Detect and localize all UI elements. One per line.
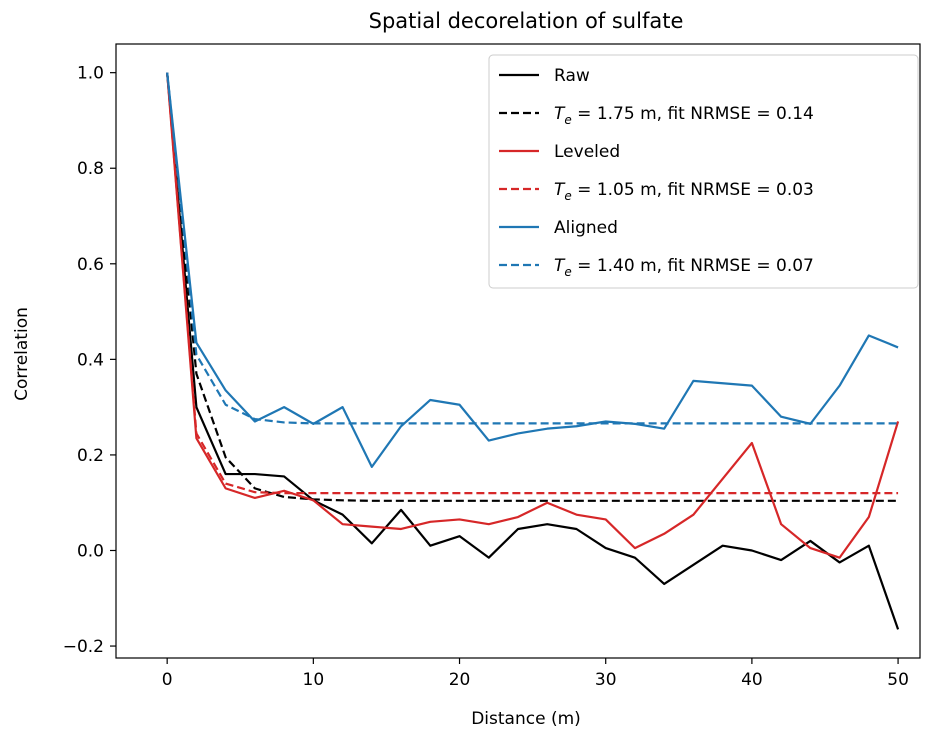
legend-label: Te = 1.40 m, fit NRMSE = 0.07 xyxy=(554,256,814,279)
y-axis-label: Correlation xyxy=(12,307,32,401)
y-axis-ticks: −0.2 0.0 0.2 0.4 0.6 0.8 1.0 xyxy=(63,64,116,657)
series-line-3 xyxy=(166,72,899,495)
legend: Raw Te = 1.75 m, fit NRMSE = 0.14 Leveled T… xyxy=(488,54,919,289)
x-tick-label: 20 xyxy=(449,670,471,690)
y-tick-label: 0.8 xyxy=(77,159,104,179)
y-tick-label: 0.6 xyxy=(77,255,104,275)
x-tick-label: 30 xyxy=(595,670,617,690)
legend-label: Aligned xyxy=(554,218,618,238)
legend-label: Raw xyxy=(554,66,590,86)
y-tick-label: 1.0 xyxy=(77,64,104,84)
legend-label: Leveled xyxy=(554,142,620,162)
chart-title: Spatial decorelation of sulfate xyxy=(369,9,684,33)
legend-box xyxy=(488,54,919,289)
axes-frame xyxy=(115,43,921,659)
x-tick-label: 50 xyxy=(887,670,909,690)
series-line-1 xyxy=(166,72,899,502)
plot-frame xyxy=(115,43,921,659)
series-line-4 xyxy=(166,72,899,468)
series-line-5 xyxy=(166,72,899,425)
legend-label: Te = 1.75 m, fit NRMSE = 0.14 xyxy=(554,104,814,127)
x-axis-label: Distance (m) xyxy=(471,709,581,729)
legend-label: Te = 1.05 m, fit NRMSE = 0.03 xyxy=(554,180,814,203)
x-tick-label: 0 xyxy=(162,670,173,690)
x-tick-label: 10 xyxy=(303,670,325,690)
y-tick-label: −0.2 xyxy=(63,637,104,657)
y-tick-label: 0.4 xyxy=(77,350,104,370)
plot-lines xyxy=(166,72,900,630)
series-line-0 xyxy=(166,72,900,630)
y-tick-label: 0.2 xyxy=(77,446,104,466)
x-axis-ticks: 0 10 20 30 40 50 xyxy=(162,658,909,690)
x-tick-label: 40 xyxy=(741,670,763,690)
y-tick-label: 0.0 xyxy=(77,541,104,561)
